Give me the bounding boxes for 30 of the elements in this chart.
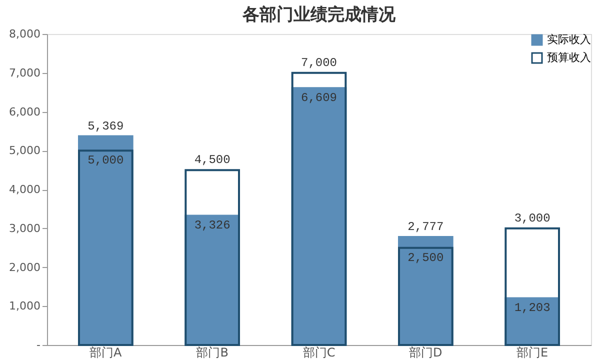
chart-title: 各部门业绩完成情况	[242, 5, 396, 25]
x-tick-label: 部门D	[409, 346, 442, 360]
data-label: 3,326	[194, 218, 230, 233]
y-tick-label: -	[36, 338, 41, 352]
x-tick-label: 部门C	[302, 346, 336, 360]
bar	[184, 214, 240, 346]
data-label: 2,777	[408, 220, 444, 234]
x-tick-label: 部门A	[90, 346, 123, 360]
y-tick-label: 8,000	[9, 28, 40, 40]
bar	[504, 227, 560, 346]
data-label: 5,000	[88, 154, 124, 168]
data-label: 2,500	[408, 250, 444, 265]
data-label: 4,500	[194, 153, 230, 168]
x-tick-label: 部门B	[196, 346, 228, 360]
y-tick-label: 5,000	[9, 144, 40, 158]
y-tick-label: 2,000	[9, 260, 40, 274]
y-tick-label: 1,000	[9, 300, 40, 313]
bar	[184, 169, 240, 346]
y-tick-label: 6,000	[9, 105, 40, 118]
y-tick-label: 7,000	[9, 66, 40, 80]
data-label: 7,000	[300, 56, 338, 70]
data-label: 5,369	[88, 119, 124, 134]
y-tick-label: 4,000	[9, 183, 40, 196]
data-label: 3,000	[514, 211, 550, 226]
data-label: 1,203	[514, 301, 550, 316]
legend-label: 实际收入	[547, 33, 591, 46]
y-tick-label: 3,000	[9, 222, 40, 235]
data-label: 6,609	[300, 91, 338, 106]
legend-label: 预算收入	[547, 51, 591, 64]
x-tick-label: 部门E	[516, 346, 548, 360]
